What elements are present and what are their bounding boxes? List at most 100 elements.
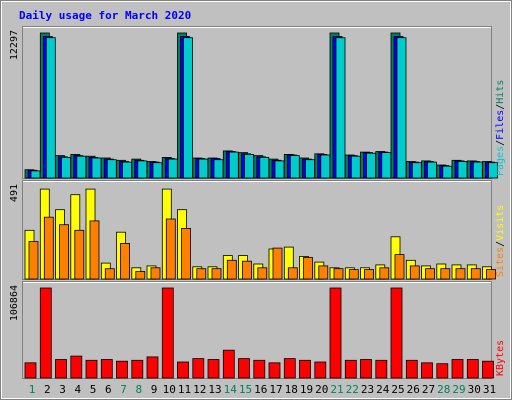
bar-sites-day-12 [196, 268, 207, 280]
day-label-29: 29 [452, 383, 465, 396]
bar-kbytes-day-4 [70, 355, 83, 379]
bar-pages-day-23 [366, 152, 376, 179]
day-label-11: 11 [178, 383, 191, 396]
day-label-30: 30 [468, 383, 481, 396]
bar-sites-day-29 [455, 268, 466, 280]
bar-kbytes-day-19 [299, 359, 311, 379]
day-label-26: 26 [407, 383, 420, 396]
bar-pages-day-10 [167, 158, 178, 179]
day-label-23: 23 [361, 383, 374, 396]
bar-kbytes-day-21 [329, 287, 342, 379]
day-label-8: 8 [135, 383, 142, 396]
panel-1-frame [22, 26, 492, 179]
bar-sites-day-1 [28, 241, 39, 280]
bar-sites-day-3 [59, 224, 69, 280]
day-label-15: 15 [239, 383, 252, 396]
bar-pages-day-7 [122, 161, 132, 179]
bar-pages-day-3 [61, 156, 71, 179]
bar-pages-day-5 [91, 157, 102, 179]
day-label-17: 17 [269, 383, 282, 396]
bar-kbytes-day-16 [253, 359, 266, 379]
bar-kbytes-day-22 [344, 359, 357, 379]
bar-kbytes-day-20 [314, 361, 327, 379]
bar-kbytes-day-29 [451, 359, 464, 379]
bar-sites-day-11 [181, 227, 191, 280]
bar-pages-day-12 [198, 158, 209, 179]
bar-pages-day-16 [259, 156, 270, 179]
bar-sites-day-5 [89, 220, 100, 280]
bar-kbytes-day-18 [283, 358, 296, 379]
bar-pages-day-14 [228, 151, 239, 179]
bar-kbytes-day-30 [466, 359, 479, 379]
bar-sites-day-20 [318, 265, 329, 280]
bar-kbytes-day-28 [436, 363, 449, 379]
legend-separator: / [495, 241, 506, 247]
bar-sites-day-28 [440, 268, 451, 280]
bar-pages-day-9 [152, 162, 163, 179]
bar-pages-day-29 [457, 161, 468, 179]
bar-pages-day-21 [335, 37, 346, 179]
bar-kbytes-day-15 [238, 358, 250, 379]
bar-sites-day-23 [364, 269, 374, 280]
day-label-20: 20 [315, 383, 328, 396]
bar-sites-day-31 [486, 269, 496, 280]
bar-sites-day-6 [104, 268, 115, 280]
bar-pages-day-19 [305, 159, 315, 179]
legend-sites: Sites [495, 247, 506, 277]
legend-visits: Visits [495, 205, 506, 241]
day-label-1: 1 [29, 383, 36, 396]
legend-pages: Pages [495, 146, 506, 176]
panel-3-legend: KBytes [495, 340, 506, 376]
bar-sites-day-9 [150, 267, 161, 280]
bar-sites-day-21 [333, 268, 344, 280]
bar-pages-day-27 [427, 161, 437, 179]
bar-pages-day-24 [381, 152, 392, 179]
day-label-6: 6 [105, 383, 112, 396]
day-label-4: 4 [74, 383, 81, 396]
day-label-10: 10 [163, 383, 176, 396]
panel-2-legend: Sites/Visits [495, 205, 506, 277]
panel-1-axis-max: 12297 [9, 30, 20, 60]
day-label-27: 27 [422, 383, 435, 396]
bar-sites-day-14 [226, 259, 237, 280]
bar-kbytes-day-14 [222, 349, 235, 379]
bar-sites-day-25 [394, 254, 405, 280]
panel-3-axis-max: 106864 [9, 285, 20, 321]
bar-pages-day-1 [30, 170, 41, 179]
day-label-25: 25 [391, 383, 404, 396]
day-label-31: 31 [483, 383, 496, 396]
bar-pages-day-26 [411, 162, 422, 179]
bar-sites-day-30 [470, 268, 481, 280]
bar-sites-day-19 [303, 257, 313, 280]
day-label-24: 24 [376, 383, 390, 396]
bar-sites-day-18 [287, 267, 298, 280]
bar-kbytes-day-12 [192, 358, 205, 379]
legend-separator: / [495, 140, 506, 146]
bar-kbytes-day-27 [421, 362, 433, 379]
bar-sites-day-13 [211, 268, 222, 280]
bar-kbytes-day-1 [24, 362, 37, 379]
bar-sites-day-2 [43, 216, 54, 280]
day-label-21: 21 [330, 383, 343, 396]
day-label-19: 19 [300, 383, 313, 396]
bar-kbytes-day-5 [85, 359, 98, 379]
bar-kbytes-day-26 [405, 359, 418, 379]
bar-sites-day-10 [165, 218, 176, 280]
bar-pages-day-2 [45, 37, 56, 179]
bar-pages-day-4 [76, 155, 87, 179]
bar-kbytes-day-9 [146, 356, 159, 379]
bar-sites-day-24 [379, 267, 390, 280]
day-label-16: 16 [254, 383, 267, 396]
day-label-28: 28 [437, 383, 450, 396]
bar-pages-day-30 [472, 161, 483, 179]
bar-pages-day-15 [244, 153, 254, 179]
bar-kbytes-day-10 [161, 287, 174, 379]
bar-pages-day-6 [106, 159, 117, 179]
bar-kbytes-day-24 [375, 359, 388, 379]
bar-pages-day-17 [274, 160, 285, 179]
legend-hits: Hits [495, 80, 506, 104]
bar-pages-day-31 [488, 162, 498, 179]
legend-separator: / [495, 104, 506, 110]
